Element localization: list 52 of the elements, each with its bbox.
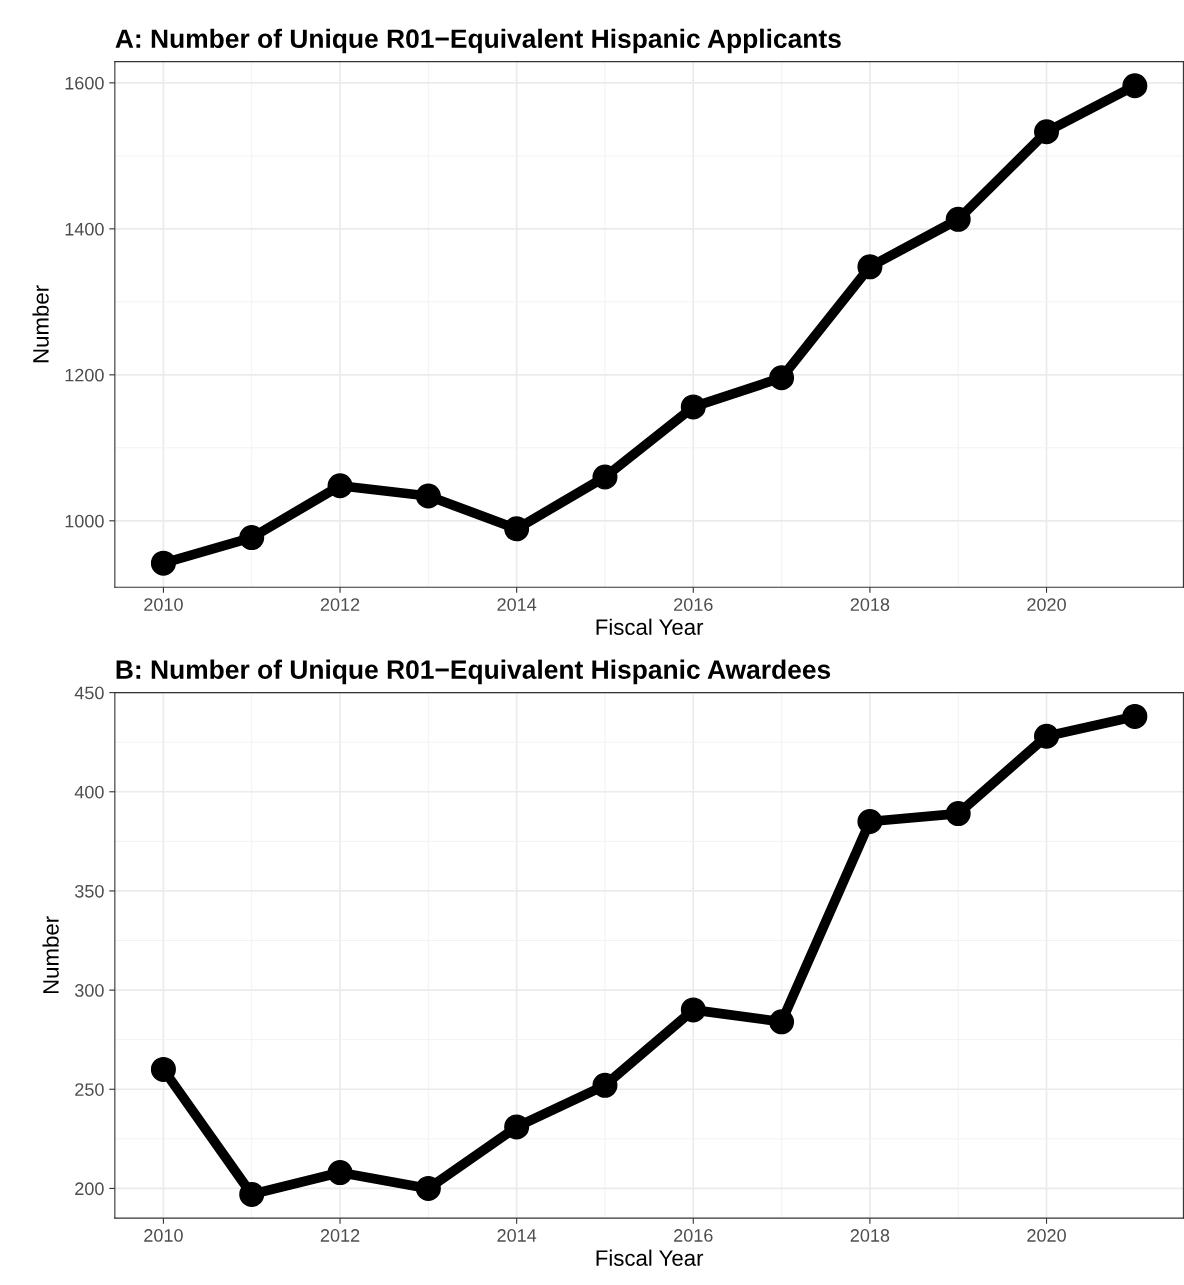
x-tick-label: 2020 bbox=[1027, 1229, 1066, 1242]
point bbox=[239, 1181, 265, 1207]
x-tick-label: 2012 bbox=[320, 1229, 360, 1242]
y-tick-label: 350 bbox=[75, 884, 104, 898]
point bbox=[857, 809, 883, 835]
y-tick-label: 400 bbox=[74, 785, 104, 799]
point bbox=[1122, 73, 1148, 99]
point bbox=[680, 997, 706, 1023]
point bbox=[857, 254, 883, 280]
point bbox=[1122, 703, 1148, 729]
point bbox=[150, 550, 176, 576]
y-tick-label: 1200 bbox=[65, 368, 104, 382]
x-axis-title: Fiscal Year bbox=[596, 618, 704, 635]
point bbox=[327, 473, 353, 499]
y-tick-label: 1600 bbox=[65, 76, 104, 90]
point bbox=[239, 525, 265, 551]
x-tick-label: 2016 bbox=[674, 1229, 713, 1242]
point bbox=[150, 1056, 176, 1082]
point bbox=[769, 365, 795, 391]
y-axis-title: Number bbox=[32, 285, 49, 363]
point bbox=[592, 1072, 618, 1098]
point bbox=[945, 206, 971, 232]
point bbox=[327, 1160, 353, 1186]
y-tick-label: 300 bbox=[75, 984, 104, 997]
point bbox=[504, 1114, 530, 1140]
chart-title: B: Number of Unique R01−Equivalent Hispanic Awardees bbox=[116, 659, 831, 685]
x-tick-label: 2012 bbox=[320, 598, 360, 611]
x-tick-label: 2020 bbox=[1027, 598, 1066, 611]
point bbox=[415, 483, 441, 509]
y-tick-label: 200 bbox=[75, 1182, 104, 1196]
x-tick-label: 2010 bbox=[144, 1229, 183, 1242]
x-tick-label: 2014 bbox=[497, 598, 537, 611]
x-tick-label: 2016 bbox=[674, 598, 713, 611]
point bbox=[1034, 723, 1060, 749]
point bbox=[592, 464, 618, 490]
y-axis-title: Number bbox=[42, 916, 59, 994]
x-tick-label: 2018 bbox=[850, 598, 890, 611]
point bbox=[415, 1175, 441, 1201]
y-tick-label: 1400 bbox=[65, 222, 104, 236]
point bbox=[1034, 119, 1060, 145]
x-tick-label: 2018 bbox=[850, 1229, 890, 1242]
point bbox=[680, 394, 706, 420]
y-tick-label: 1000 bbox=[65, 514, 104, 528]
point bbox=[504, 516, 530, 542]
y-tick-label: 250 bbox=[75, 1083, 104, 1096]
chart-title: A: Number of Unique R01−Equivalent Hispanic Applicants bbox=[115, 28, 841, 54]
x-tick-label: 2014 bbox=[497, 1229, 537, 1242]
point bbox=[945, 801, 971, 827]
x-tick-label: 2010 bbox=[144, 598, 183, 611]
point bbox=[769, 1009, 795, 1035]
x-axis-title: Fiscal Year bbox=[596, 1249, 704, 1266]
y-tick-label: 450 bbox=[74, 686, 104, 700]
